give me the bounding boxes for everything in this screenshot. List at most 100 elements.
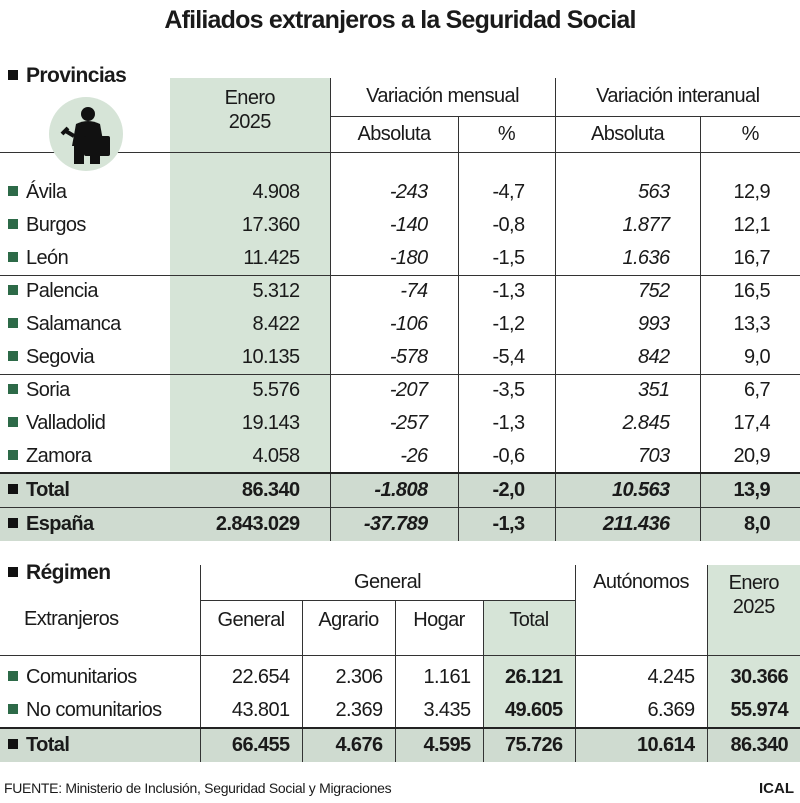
cell-value: 20,9	[699, 440, 800, 473]
cell-value: 30.366	[706, 660, 800, 694]
cell-value-text: 43.801	[231, 699, 290, 721]
header-autonomos: Autónomos	[574, 565, 708, 655]
cell-value: -26	[329, 440, 458, 473]
cell-value-text: -140	[389, 214, 428, 236]
cell-value: 22.654	[199, 660, 302, 694]
total-value-text: 4.676	[335, 734, 383, 756]
spacer-cell	[482, 654, 576, 660]
header-mensual: Variación mensual	[329, 78, 556, 117]
cell-value-text: 563	[637, 181, 670, 203]
total-name: Total	[0, 727, 200, 762]
province-name-text: Soria	[26, 379, 70, 402]
cell-value: 17,4	[699, 407, 800, 440]
cell-value: -257	[329, 407, 458, 440]
total-value: 86.340	[706, 727, 800, 762]
cell-value-text: 26.121	[504, 665, 563, 688]
header-sub: Agrario	[301, 600, 395, 655]
total-value: 13,9	[699, 472, 800, 507]
cell-value: 703	[554, 440, 701, 473]
cell-value: 49.605	[482, 694, 576, 728]
total-value-text: 8,0	[744, 512, 771, 535]
spacer-cell	[301, 654, 395, 660]
cell-value-text: 49.605	[504, 699, 563, 721]
table-row: Provincias Enero 2025 Variación mensual Var…	[0, 64, 800, 152]
total-value-text: 10.614	[636, 734, 695, 756]
cell-value-text: -3,5	[492, 379, 525, 402]
worker-icon	[49, 97, 123, 171]
table-row: Valladolid 19.143 -257 -1,3 2.845 17,4	[0, 407, 800, 440]
cell-value: 2.306	[301, 660, 395, 694]
spacer-cell	[0, 654, 200, 660]
table-row: Extranjeros General Agrario Hogar Total	[0, 600, 800, 655]
source: FUENTE: Ministerio de Inclusión, Segurid…	[4, 780, 392, 796]
province-name: Zamora	[0, 440, 170, 473]
spacer-cell	[394, 654, 483, 660]
province-name: Salamanca	[0, 308, 170, 341]
table-row: Ávila 4.908 -243 -4,7 563 12,9	[0, 176, 800, 209]
cell-value-text: 5.312	[252, 280, 300, 303]
cell-value-text: -0,6	[492, 444, 525, 467]
total-value-text: 86.340	[241, 478, 300, 501]
cell-value-text: 1.636	[622, 246, 670, 269]
section-heading-text: Provincias	[26, 64, 127, 87]
cell-value: -0,6	[457, 440, 556, 473]
cell-value-text: -1,2	[492, 313, 525, 335]
cell-value: 9,0	[699, 341, 800, 374]
table-row: Total 86.340 -1.808 -2,0 10.563 13,9	[0, 472, 800, 507]
cell-value-text: 703	[637, 444, 670, 467]
header-interanual: Variación interanual	[554, 78, 800, 117]
cell-value: 16,7	[699, 242, 800, 275]
cell-value-text: 22.654	[231, 665, 290, 688]
table-row: España 2.843.029 -37.789 -1,3 211.436 8,0	[0, 506, 800, 541]
cell-value: -207	[329, 373, 458, 407]
spacer-cell	[170, 151, 330, 176]
province-name: Valladolid	[0, 407, 170, 440]
regimen-name: Comunitarios	[0, 660, 200, 694]
cell-value-text: 16,5	[733, 280, 771, 303]
cell-value: 13,3	[699, 308, 800, 341]
total-value: 75.726	[482, 727, 576, 762]
cell-value: 2.369	[301, 694, 395, 728]
section-heading-text: Régimen	[26, 561, 111, 584]
cell-value: -1,3	[457, 274, 556, 308]
table-row: Régimen General Autónomos Enero 2025	[0, 561, 800, 655]
cell-value-text: -1,3	[492, 280, 525, 303]
cell-value-text: -243	[389, 181, 428, 203]
cell-value: 17.360	[170, 209, 330, 242]
cell-value-text: 5.576	[252, 379, 300, 402]
province-name: León	[0, 242, 170, 275]
section-heading: Régimen	[0, 561, 200, 596]
total-value-text: -1.808	[374, 478, 428, 501]
cell-value: 3.435	[394, 694, 483, 728]
header-sub: Absoluta	[554, 116, 701, 152]
cell-value-text: 3.435	[423, 699, 471, 721]
header-enero: Enero 2025	[706, 565, 800, 655]
header-sub: General	[199, 600, 302, 655]
cell-value-text: 752	[637, 280, 670, 303]
cell-value-text: -1,5	[492, 246, 525, 269]
total-value: 4.595	[394, 727, 483, 762]
cell-value: 26.121	[482, 660, 576, 694]
total-value-text: 2.843.029	[215, 512, 300, 535]
total-name-text: España	[26, 512, 94, 535]
table-row: Salamanca 8.422 -106 -1,2 993 13,3	[0, 308, 800, 341]
cell-value-text: 13,3	[733, 313, 771, 335]
header-sub-text: Hogar	[413, 608, 465, 631]
cell-value: 55.974	[706, 694, 800, 728]
header-sub: Hogar	[394, 600, 483, 655]
cell-value: -140	[329, 209, 458, 242]
cell-value: 8.422	[170, 308, 330, 341]
cell-value-text: 4.245	[647, 665, 695, 688]
cell-value-text: 6,7	[744, 379, 771, 402]
row-label-heading-text: Extranjeros	[24, 608, 119, 630]
total-value-text: 86.340	[730, 734, 789, 756]
cell-value: 1.636	[554, 242, 701, 275]
cell-value: -180	[329, 242, 458, 275]
cell-value-text: 30.366	[730, 665, 789, 688]
header-autonomos-text: Autónomos	[593, 571, 689, 593]
total-name: España	[0, 506, 170, 541]
province-name: Segovia	[0, 341, 170, 374]
cell-value-text: 2.845	[622, 412, 670, 434]
